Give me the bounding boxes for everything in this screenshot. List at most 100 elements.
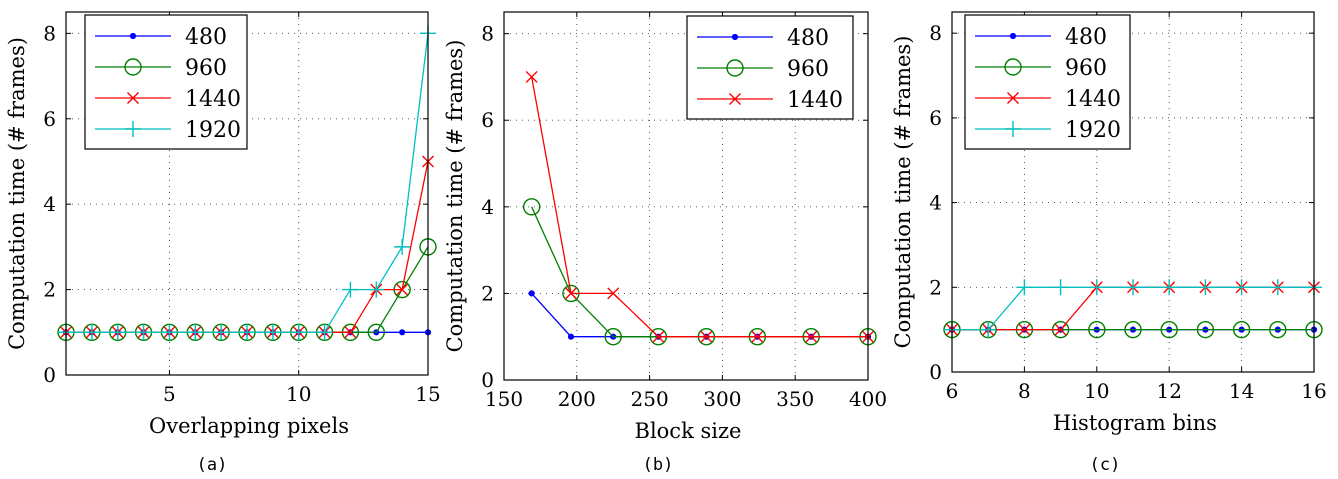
y-tick-label: 0 xyxy=(929,360,942,384)
data-point-960 xyxy=(1160,320,1178,339)
x-tick-label: 6 xyxy=(946,379,959,403)
data-point-1440 xyxy=(525,70,538,83)
x-axis-label: Histogram bins xyxy=(1053,411,1217,435)
data-point-1440 xyxy=(805,330,818,343)
data-point-1920 xyxy=(1016,279,1033,296)
x-tick-label: 12 xyxy=(1156,379,1181,403)
legend-marker-1440 xyxy=(1007,92,1019,104)
data-point-1920 xyxy=(1269,279,1286,296)
data-point-1920 xyxy=(290,324,307,341)
x-axis-label: Block size xyxy=(635,419,742,443)
legend-marker-480 xyxy=(1009,32,1017,40)
y-tick-label: 8 xyxy=(929,21,942,45)
legend-marker-1920 xyxy=(125,121,141,137)
data-point-960 xyxy=(367,323,385,341)
y-tick-label: 2 xyxy=(929,275,942,299)
y-tick-label: 2 xyxy=(43,278,56,302)
plot-frame xyxy=(65,11,429,376)
y-axis-label: Computation time (# frames) xyxy=(891,36,915,349)
legend-label-960: 960 xyxy=(787,57,829,82)
x-tick-label: 200 xyxy=(558,387,596,411)
data-point-1920 xyxy=(109,324,126,341)
data-point-1920 xyxy=(980,321,997,338)
legend-marker-480 xyxy=(129,32,137,40)
legend-label-1920: 1920 xyxy=(185,118,241,143)
data-point-1920 xyxy=(83,324,100,341)
y-tick-label: 8 xyxy=(43,21,56,45)
data-point-1440 xyxy=(564,287,577,300)
data-point-1440 xyxy=(700,330,713,343)
series-960 xyxy=(522,198,877,346)
data-point-1920 xyxy=(316,324,333,341)
y-tick-label: 0 xyxy=(481,368,494,392)
series-1920 xyxy=(944,279,1322,338)
data-point-1920 xyxy=(1197,279,1214,296)
x-tick-label: 250 xyxy=(631,387,669,411)
x-tick-label: 350 xyxy=(776,387,814,411)
data-point-1920 xyxy=(1052,279,1069,296)
legend-label-480: 480 xyxy=(787,26,829,51)
plot-frame xyxy=(951,11,1315,373)
x-tick-label: 10 xyxy=(286,382,311,406)
x-tick-label: 400 xyxy=(849,387,887,411)
legend-marker-1440 xyxy=(729,93,741,105)
legend: 480 960 1440 xyxy=(686,15,854,120)
legend-label-960: 960 xyxy=(185,56,227,81)
x-tick-label: 5 xyxy=(163,382,176,406)
y-tick-label: 6 xyxy=(481,108,494,132)
legend-marker-1920 xyxy=(1005,121,1021,137)
x-tick-label: 8 xyxy=(1018,379,1031,403)
legend-label-480: 480 xyxy=(1065,25,1107,50)
y-tick-label: 6 xyxy=(43,107,56,131)
data-point-1920 xyxy=(1161,279,1178,296)
legend-marker-960 xyxy=(726,59,744,77)
data-point-1920 xyxy=(368,281,385,298)
data-point-480 xyxy=(567,333,575,340)
data-point-1920 xyxy=(342,281,359,298)
chart-panel-2: 150 200 250 300 350 400 0 2 4 6 8 Block size Computa… xyxy=(443,11,887,475)
series-line-480 xyxy=(531,292,868,338)
x-tick-label: 16 xyxy=(1301,379,1326,403)
legend-marker-960 xyxy=(1004,58,1022,76)
data-point-1920 xyxy=(161,324,178,341)
x-tick-label: 150 xyxy=(485,387,523,411)
y-tick-label: 4 xyxy=(43,192,56,216)
y-tick-label: 2 xyxy=(481,281,494,305)
legend-marker-960 xyxy=(124,58,142,76)
chart-panel-1: 5 10 15 0 2 4 6 8 Overlapping pixels Computation … xyxy=(5,11,441,475)
x-tick-label: 10 xyxy=(1084,379,1109,403)
data-point-1920 xyxy=(213,324,230,341)
data-point-1440 xyxy=(344,326,357,339)
x-axis-label: Overlapping pixels xyxy=(149,414,349,438)
data-point-1440 xyxy=(652,330,665,343)
data-point-1440 xyxy=(1054,323,1067,336)
data-point-1920 xyxy=(187,324,204,341)
data-point-1440 xyxy=(751,330,764,343)
data-point-960 xyxy=(604,328,622,346)
data-point-960 xyxy=(522,198,541,216)
panel-caption: (b) xyxy=(643,455,674,475)
series-line-960 xyxy=(531,206,868,338)
y-axis-label: Computation time (# frames) xyxy=(443,40,467,353)
legend-label-1920: 1920 xyxy=(1065,118,1121,143)
data-point-1920 xyxy=(135,324,152,341)
legend-box xyxy=(964,14,1131,150)
data-point-960 xyxy=(1196,320,1215,339)
y-tick-label: 4 xyxy=(929,191,942,215)
x-tick-label: 15 xyxy=(415,382,440,406)
data-point-960 xyxy=(1232,320,1251,339)
legend-box xyxy=(84,14,248,150)
panel-caption: (c) xyxy=(1090,455,1121,475)
legend-marker-1440 xyxy=(127,92,139,104)
y-tick-label: 0 xyxy=(43,363,56,387)
data-point-480 xyxy=(399,329,406,336)
x-tick-label: 300 xyxy=(703,387,741,411)
y-tick-label: 8 xyxy=(481,22,494,46)
data-point-960 xyxy=(1088,320,1106,339)
data-point-1920 xyxy=(394,238,411,255)
series-line-1440 xyxy=(531,76,868,338)
series-1440 xyxy=(60,155,434,339)
data-point-1920 xyxy=(239,324,255,341)
legend-label-1440: 1440 xyxy=(1065,87,1121,112)
